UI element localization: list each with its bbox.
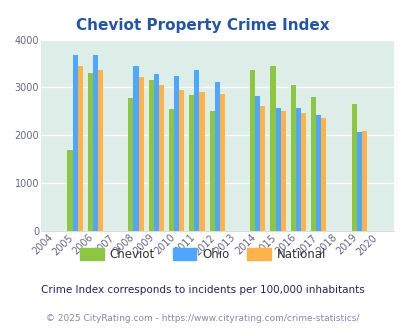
Bar (295, 108, 300, 231)
Text: Crime Index corresponds to incidents per 100,000 inhabitants: Crime Index corresponds to incidents per… (41, 285, 364, 295)
Bar (199, 92, 204, 231)
Bar (315, 115, 320, 231)
Bar (255, 96, 260, 231)
Bar (249, 70, 255, 231)
Bar (158, 85, 164, 231)
Legend: Cheviot, Ohio, National: Cheviot, Ohio, National (75, 243, 330, 265)
Bar (179, 90, 184, 231)
Bar (133, 66, 138, 231)
Bar (67, 150, 72, 231)
Bar (128, 98, 133, 231)
Text: © 2025 CityRating.com - https://www.cityrating.com/crime-statistics/: © 2025 CityRating.com - https://www.city… (46, 314, 359, 323)
Bar (93, 55, 98, 231)
Bar (290, 84, 295, 231)
Bar (77, 66, 83, 231)
Bar (148, 80, 153, 231)
Bar (270, 66, 275, 231)
Bar (209, 112, 214, 231)
Text: Cheviot Property Crime Index: Cheviot Property Crime Index (76, 18, 329, 33)
Bar (300, 113, 305, 231)
Bar (214, 82, 219, 231)
Bar (351, 104, 356, 231)
Bar (189, 95, 194, 231)
Bar (194, 70, 199, 231)
Bar (72, 55, 77, 231)
Bar (153, 74, 158, 231)
Bar (320, 118, 326, 231)
Bar (87, 73, 93, 231)
Bar (219, 94, 224, 231)
Bar (356, 132, 361, 231)
Bar (174, 76, 179, 231)
Bar (168, 110, 174, 231)
Bar (138, 78, 143, 231)
Bar (275, 108, 280, 231)
Bar (361, 131, 366, 231)
Bar (280, 111, 285, 231)
Bar (260, 106, 265, 231)
Bar (310, 97, 315, 231)
Bar (98, 70, 103, 231)
